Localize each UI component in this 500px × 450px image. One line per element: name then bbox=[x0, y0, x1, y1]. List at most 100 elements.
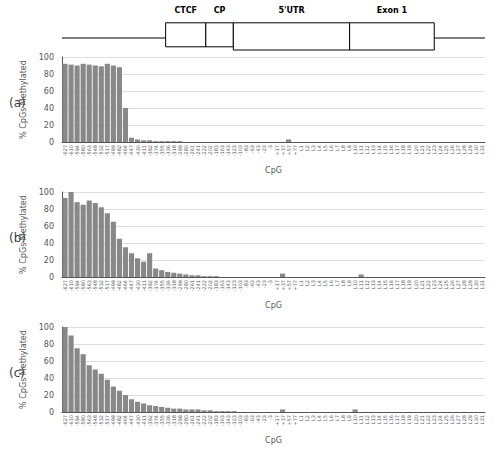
svg-text:+57: +57 bbox=[285, 145, 292, 156]
svg-text:-163: -163 bbox=[219, 145, 226, 157]
svg-text:-548: -548 bbox=[92, 145, 99, 157]
svg-text:L25: L25 bbox=[442, 145, 449, 155]
svg-text:L24: L24 bbox=[436, 145, 443, 155]
svg-text:L10: L10 bbox=[352, 145, 359, 155]
svg-text:% CpGs Methylated: % CpGs Methylated bbox=[19, 330, 29, 409]
svg-text:-374: -374 bbox=[152, 145, 159, 157]
svg-text:-299: -299 bbox=[176, 145, 183, 157]
svg-text:-580: -580 bbox=[80, 280, 87, 292]
svg-text:0: 0 bbox=[49, 408, 54, 417]
svg-text:-318: -318 bbox=[170, 145, 177, 157]
svg-text:L15: L15 bbox=[382, 145, 389, 155]
svg-text:60: 60 bbox=[44, 222, 54, 231]
svg-text:-517: -517 bbox=[104, 280, 111, 292]
svg-text:Exon 1: Exon 1 bbox=[377, 6, 408, 15]
svg-text:80: 80 bbox=[44, 340, 54, 349]
svg-text:100: 100 bbox=[39, 323, 54, 332]
svg-text:CpG: CpG bbox=[265, 166, 282, 175]
svg-text:60: 60 bbox=[44, 357, 54, 366]
svg-text:-580: -580 bbox=[80, 145, 87, 157]
svg-text:0: 0 bbox=[49, 138, 54, 147]
svg-text:-464: -464 bbox=[122, 280, 129, 292]
svg-text:L13: L13 bbox=[370, 145, 377, 155]
svg-text:L14: L14 bbox=[376, 145, 383, 155]
svg-text:-355: -355 bbox=[158, 145, 165, 157]
svg-text:20: 20 bbox=[44, 121, 54, 130]
svg-text:-610: -610 bbox=[68, 280, 75, 292]
svg-text:-499: -499 bbox=[110, 280, 117, 292]
svg-text:-532: -532 bbox=[98, 280, 105, 292]
svg-text:CpG: CpG bbox=[265, 301, 282, 310]
svg-text:-392: -392 bbox=[146, 145, 153, 157]
svg-text:L16: L16 bbox=[388, 145, 395, 155]
svg-text:% CpGs Methylated: % CpGs Methylated bbox=[19, 195, 29, 274]
svg-text:L31: L31 bbox=[479, 415, 485, 424]
svg-text:L30: L30 bbox=[472, 145, 479, 155]
svg-text:+17: +17 bbox=[273, 145, 280, 156]
svg-text:5'UTR: 5'UTR bbox=[278, 6, 304, 15]
svg-text:-261: -261 bbox=[188, 145, 195, 157]
svg-text:-563: -563 bbox=[86, 145, 93, 157]
svg-text:-23: -23 bbox=[261, 145, 268, 154]
svg-text:-563: -563 bbox=[86, 280, 93, 292]
svg-text:L18: L18 bbox=[400, 145, 407, 155]
svg-text:-280: -280 bbox=[182, 145, 189, 157]
svg-text:100: 100 bbox=[39, 53, 54, 62]
svg-text:-594: -594 bbox=[74, 145, 81, 157]
svg-text:L11: L11 bbox=[358, 145, 365, 155]
svg-text:-143: -143 bbox=[225, 145, 232, 157]
svg-text:-183: -183 bbox=[213, 145, 220, 157]
svg-text:40: 40 bbox=[44, 374, 54, 383]
svg-text:-63: -63 bbox=[249, 145, 256, 154]
svg-text:L31: L31 bbox=[479, 280, 485, 289]
svg-text:(b): (b) bbox=[9, 231, 26, 245]
svg-text:L23: L23 bbox=[430, 145, 437, 155]
svg-text:-103: -103 bbox=[237, 145, 244, 157]
svg-text:40: 40 bbox=[44, 104, 54, 113]
svg-text:L12: L12 bbox=[364, 145, 371, 155]
svg-text:-532: -532 bbox=[98, 145, 105, 157]
svg-text:-482: -482 bbox=[116, 280, 123, 292]
svg-text:0: 0 bbox=[49, 273, 54, 282]
svg-text:-517: -517 bbox=[104, 145, 111, 157]
svg-text:-482: -482 bbox=[116, 145, 123, 157]
svg-text:L22: L22 bbox=[424, 145, 431, 155]
svg-text:L31: L31 bbox=[479, 145, 485, 154]
svg-text:40: 40 bbox=[44, 239, 54, 248]
svg-text:20: 20 bbox=[44, 256, 54, 265]
svg-text:L29: L29 bbox=[466, 145, 473, 155]
svg-text:(c): (c) bbox=[9, 366, 25, 380]
svg-text:-43: -43 bbox=[255, 145, 262, 154]
svg-text:-464: -464 bbox=[122, 145, 129, 157]
svg-text:L27: L27 bbox=[454, 145, 461, 155]
svg-text:-83: -83 bbox=[243, 145, 250, 154]
svg-text:20: 20 bbox=[44, 391, 54, 400]
svg-text:-411: -411 bbox=[140, 145, 147, 157]
svg-text:+77: +77 bbox=[291, 145, 298, 156]
svg-text:-594: -594 bbox=[74, 280, 81, 292]
svg-text:-123: -123 bbox=[231, 145, 238, 157]
svg-text:80: 80 bbox=[44, 205, 54, 214]
svg-text:60: 60 bbox=[44, 87, 54, 96]
svg-text:-548: -548 bbox=[92, 280, 99, 292]
svg-text:80: 80 bbox=[44, 70, 54, 79]
svg-text:-430: -430 bbox=[134, 145, 141, 157]
svg-text:L26: L26 bbox=[448, 145, 455, 155]
svg-text:L20: L20 bbox=[412, 145, 419, 155]
svg-text:100: 100 bbox=[39, 188, 54, 197]
svg-text:CTCF: CTCF bbox=[174, 6, 197, 15]
svg-text:CpG: CpG bbox=[265, 436, 282, 445]
svg-text:+37: +37 bbox=[279, 145, 286, 156]
svg-text:-447: -447 bbox=[128, 145, 135, 157]
svg-text:L17: L17 bbox=[394, 145, 401, 155]
svg-text:-610: -610 bbox=[68, 145, 75, 157]
svg-text:-202: -202 bbox=[207, 145, 214, 157]
svg-text:-499: -499 bbox=[110, 145, 117, 157]
svg-text:% CpGs Methylated: % CpGs Methylated bbox=[19, 60, 29, 139]
svg-text:L28: L28 bbox=[460, 145, 467, 155]
svg-text:CP: CP bbox=[214, 6, 226, 15]
svg-text:(a): (a) bbox=[9, 96, 26, 110]
svg-text:-336: -336 bbox=[164, 145, 171, 157]
svg-text:L21: L21 bbox=[418, 145, 425, 155]
svg-text:L19: L19 bbox=[406, 145, 413, 155]
